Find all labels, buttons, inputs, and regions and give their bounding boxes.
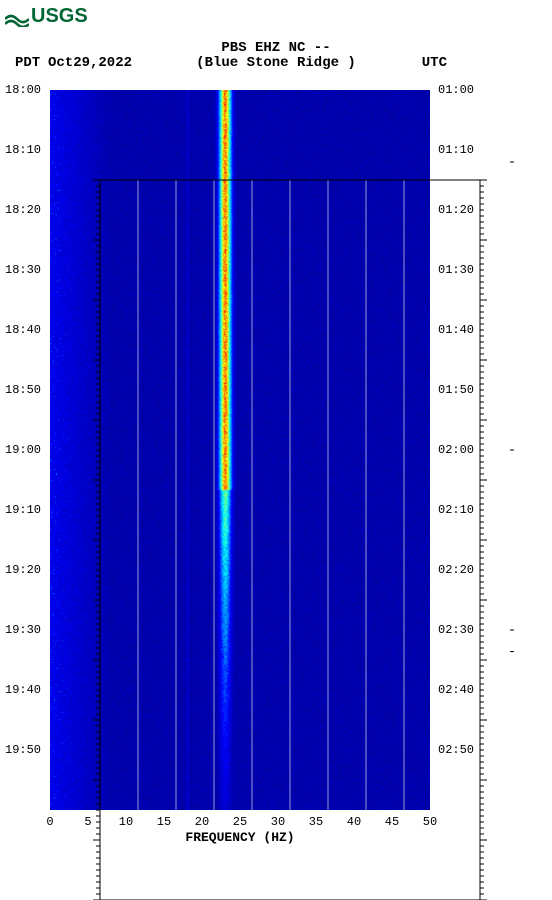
spectrogram-plot [50,90,430,810]
x-axis-title: FREQUENCY (HZ) [50,830,430,845]
usgs-logo-text: USGS [31,5,88,28]
y-left-tick: 18:10 [5,143,41,157]
x-tick: 0 [46,815,53,829]
x-tick: 30 [271,815,285,829]
station-code: PBS EHZ NC -- [0,40,552,56]
spectrogram-canvas [50,90,430,810]
usgs-logo: USGS [5,5,88,28]
y-left-tick: 18:30 [5,263,41,277]
y-right-tick: 01:10 [438,143,474,157]
y-right-tick: 02:00 [438,443,474,457]
x-tick: 50 [423,815,437,829]
x-tick: 10 [119,815,133,829]
y-right-tick: 02:50 [438,743,474,757]
y-left-tick: 19:40 [5,683,41,697]
y-left-tick: 18:50 [5,383,41,397]
y-axis-right-labels: 01:0001:1001:2001:3001:4001:5002:0002:10… [438,90,488,810]
y-left-tick: 18:20 [5,203,41,217]
y-left-tick: 18:00 [5,83,41,97]
y-right-tick: 01:50 [438,383,474,397]
usgs-wave-icon [5,7,29,27]
x-tick: 45 [385,815,399,829]
y-left-tick: 19:50 [5,743,41,757]
y-right-tick: 02:20 [438,563,474,577]
y-right-tick: 02:10 [438,503,474,517]
station-name: (Blue Stone Ridge ) [0,55,552,71]
x-tick: 20 [195,815,209,829]
y-right-tick: 02:30 [438,623,474,637]
x-tick: 15 [157,815,171,829]
y-right-tick: 02:40 [438,683,474,697]
y-left-tick: 19:10 [5,503,41,517]
colorbar [510,90,514,810]
x-tick: 5 [84,815,91,829]
x-tick: 35 [309,815,323,829]
y-right-tick: 01:40 [438,323,474,337]
x-tick: 40 [347,815,361,829]
y-axis-left-labels: 18:0018:1018:2018:3018:4018:5019:0019:10… [5,90,47,810]
x-tick: 25 [233,815,247,829]
y-left-tick: 18:40 [5,323,41,337]
utc-label: UTC [422,55,447,71]
y-right-tick: 01:00 [438,83,474,97]
y-left-tick: 19:30 [5,623,41,637]
y-left-tick: 19:00 [5,443,41,457]
y-left-tick: 19:20 [5,563,41,577]
y-right-tick: 01:20 [438,203,474,217]
y-right-tick: 01:30 [438,263,474,277]
